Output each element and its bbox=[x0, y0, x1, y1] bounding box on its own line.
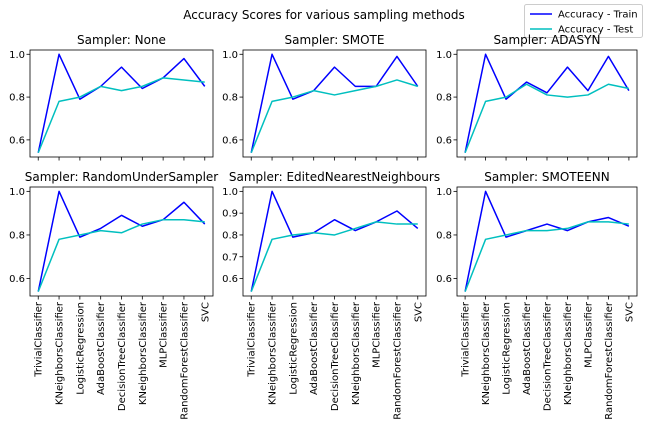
y-tick-label: 0.6 bbox=[222, 135, 238, 146]
y-tick-label: 0.6 bbox=[436, 135, 452, 146]
x-tick-label: KNeighborsClassifier bbox=[138, 301, 149, 405]
x-tick-label: DecisionTreeClassifier bbox=[330, 301, 341, 411]
x-tick-label: KNeighborsClassifier bbox=[55, 301, 66, 405]
subplot-title: Sampler: SMOTE bbox=[285, 33, 385, 47]
subplot-title: Sampler: EditedNearestNeighbours bbox=[229, 170, 440, 184]
y-tick-label: 1.0 bbox=[436, 187, 452, 198]
legend-train-label: Accuracy - Train bbox=[558, 10, 638, 21]
subplot-4: Sampler: RandomUnderSampler 0.6 0.8 1.0 Triv… bbox=[9, 170, 218, 420]
x-tick-label: DecisionTreeClassifier bbox=[117, 301, 128, 411]
y-tick-label: 1.0 bbox=[9, 50, 25, 61]
x-tick-label: RandomForestClassifier bbox=[392, 301, 403, 420]
y-tick-label: 1.0 bbox=[222, 187, 238, 198]
train-series-line bbox=[464, 53, 630, 153]
x-tick-label: TrivialClassifier bbox=[34, 301, 45, 378]
figure-suptitle: Accuracy Scores for various sampling met… bbox=[183, 8, 465, 22]
y-tick-label: 0.6 bbox=[436, 274, 452, 285]
x-tick-label: KNeighborsClassifier bbox=[351, 301, 362, 405]
x-tick-label: LogisticRegression bbox=[502, 302, 513, 395]
x-tick-label: KNeighborsClassifier bbox=[481, 301, 492, 405]
legend-test-label: Accuracy - Test bbox=[558, 25, 633, 36]
y-tick-label: 0.8 bbox=[9, 93, 25, 104]
x-tick-label: SVC bbox=[200, 302, 211, 322]
subplot-title: Sampler: None bbox=[77, 33, 166, 47]
subplot-title: Sampler: SMOTEENN bbox=[484, 170, 609, 184]
x-tick-label: DecisionTreeClassifier bbox=[543, 301, 554, 411]
x-tick-label: MLPClassifier bbox=[583, 301, 594, 368]
subplots: Sampler: None 0.6 0.8 1.0 Sampler: SMOTE 0.6 0… bbox=[9, 33, 638, 420]
x-tick-label: MLPClassifier bbox=[159, 301, 170, 368]
x-tick-label: MLPClassifier bbox=[372, 301, 383, 368]
subplot-3: Sampler: ADASYN 0.6 0.8 1.0 bbox=[436, 33, 638, 161]
subplot-title: Sampler: ADASYN bbox=[494, 33, 601, 47]
subplot-6: Sampler: SMOTEENN 0.6 0.8 1.0 TrivialClassif… bbox=[436, 170, 638, 420]
y-tick-label: 0.9 bbox=[222, 209, 238, 220]
y-tick-label: 0.6 bbox=[222, 274, 238, 285]
train-series-line bbox=[250, 190, 419, 292]
x-tick-label: AdaBoostClassifier bbox=[522, 301, 533, 395]
test-series-line bbox=[464, 221, 629, 292]
x-tick-label: KNeighborsClassifier bbox=[563, 301, 574, 405]
train-series-line bbox=[250, 53, 419, 153]
test-series-line bbox=[250, 221, 418, 292]
subplot-2: Sampler: SMOTE 0.6 0.8 1.0 bbox=[222, 33, 427, 161]
x-tick-label: LogisticRegression bbox=[288, 302, 299, 395]
legend: Accuracy - Train Accuracy - Test bbox=[524, 4, 643, 38]
test-series-line bbox=[464, 83, 630, 153]
y-tick-label: 0.7 bbox=[222, 252, 238, 263]
y-tick-label: 1.0 bbox=[222, 50, 238, 61]
y-tick-label: 0.8 bbox=[222, 93, 238, 104]
train-series-line bbox=[37, 53, 206, 153]
x-tick-label: AdaBoostClassifier bbox=[309, 301, 320, 395]
subplot-title: Sampler: RandomUnderSampler bbox=[25, 170, 219, 184]
test-series-line bbox=[37, 77, 205, 154]
train-series-line bbox=[37, 190, 206, 292]
y-tick-label: 1.0 bbox=[436, 50, 452, 61]
x-tick-label: TrivialClassifier bbox=[461, 301, 472, 378]
subplot-5: Sampler: EditedNearestNeighbours 0.6 0.7 0.… bbox=[222, 170, 440, 420]
x-tick-label: TrivialClassifier bbox=[247, 301, 258, 378]
train-series-line bbox=[464, 190, 630, 292]
legend-box bbox=[524, 4, 643, 38]
x-tick-label: LogisticRegression bbox=[75, 302, 86, 395]
test-series-line bbox=[250, 79, 418, 154]
test-series-line bbox=[37, 218, 205, 292]
x-tick-label: KNeighborsClassifier bbox=[268, 301, 279, 405]
x-tick-label: SVC bbox=[624, 302, 635, 322]
subplot-1: Sampler: None 0.6 0.8 1.0 bbox=[9, 33, 214, 161]
y-tick-label: 0.8 bbox=[436, 230, 452, 241]
y-tick-label: 0.6 bbox=[9, 135, 25, 146]
y-tick-label: 0.6 bbox=[9, 274, 25, 285]
y-tick-label: 0.8 bbox=[436, 93, 452, 104]
y-tick-label: 1.0 bbox=[9, 187, 25, 198]
x-tick-label: RandomForestClassifier bbox=[604, 301, 615, 420]
x-tick-label: SVC bbox=[413, 302, 424, 322]
y-tick-label: 0.8 bbox=[9, 230, 25, 241]
y-tick-label: 0.8 bbox=[222, 230, 238, 241]
x-tick-label: AdaBoostClassifier bbox=[96, 301, 107, 395]
x-tick-label: RandomForestClassifier bbox=[179, 301, 190, 420]
